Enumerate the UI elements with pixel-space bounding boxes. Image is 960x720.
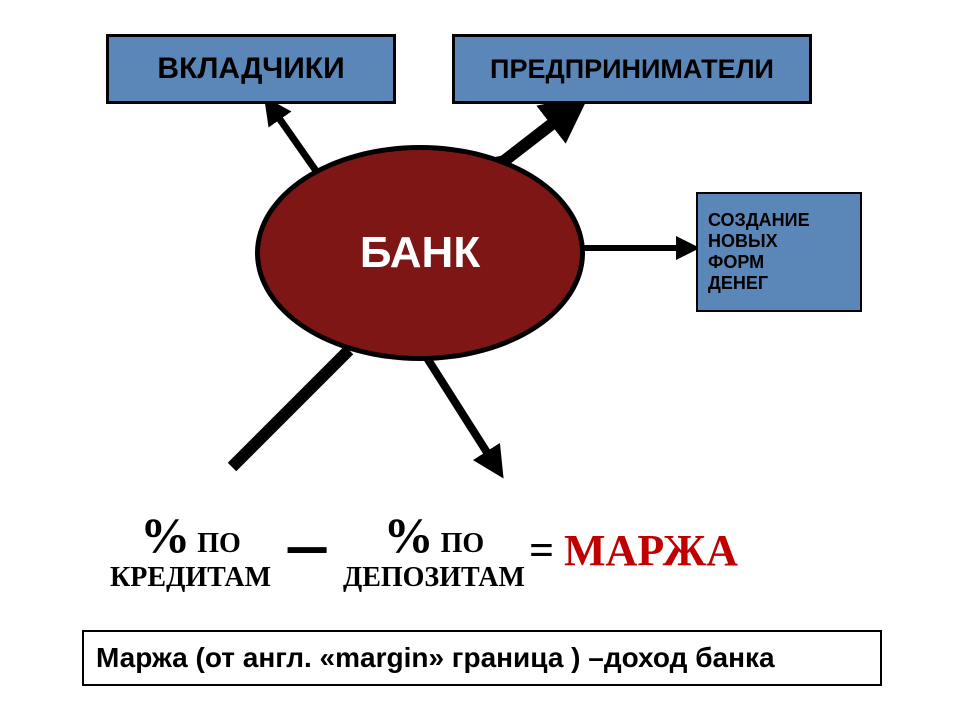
credit-label-po: ПО (197, 528, 241, 559)
deposit-label-po: ПО (441, 528, 485, 559)
depositors-box: ВКЛАДЧИКИ (106, 34, 396, 104)
credit-label-main: КРЕДИТАМ (110, 562, 271, 593)
bank-label: БАНК (360, 228, 480, 278)
entrepreneurs-box: ПРЕДПРИНИМАТЕЛИ (452, 34, 812, 104)
entrepreneurs-label: ПРЕДПРИНИМАТЕЛИ (490, 54, 774, 85)
new-money-label: СОЗДАНИЕ НОВЫХ ФОРМ ДЕНЕГ (708, 210, 810, 294)
credit-term: % ПО КРЕДИТАМ (110, 508, 271, 594)
arrows-layer (0, 0, 960, 720)
bank-ellipse: БАНК (255, 145, 585, 361)
margin-word: МАРЖА (564, 525, 738, 576)
deposit-term: % ПО ДЕПОЗИТАМ (343, 508, 525, 594)
new-money-box: СОЗДАНИЕ НОВЫХ ФОРМ ДЕНЕГ (696, 192, 862, 312)
deposit-label-main: ДЕПОЗИТАМ (343, 562, 525, 593)
definition-text: Маржа (от англ. «margin» граница ) –дохо… (96, 642, 775, 674)
definition-box: Маржа (от англ. «margin» граница ) –дохо… (82, 630, 882, 686)
equals-sign: = (529, 525, 554, 576)
margin-formula: % ПО КРЕДИТАМ − % ПО ДЕПОЗИТАМ = МАРЖА (110, 508, 738, 594)
percent-symbol-2: % (384, 507, 434, 563)
percent-symbol: % (140, 507, 190, 563)
minus-sign: − (283, 526, 331, 576)
depositors-label: ВКЛАДЧИКИ (157, 52, 344, 86)
